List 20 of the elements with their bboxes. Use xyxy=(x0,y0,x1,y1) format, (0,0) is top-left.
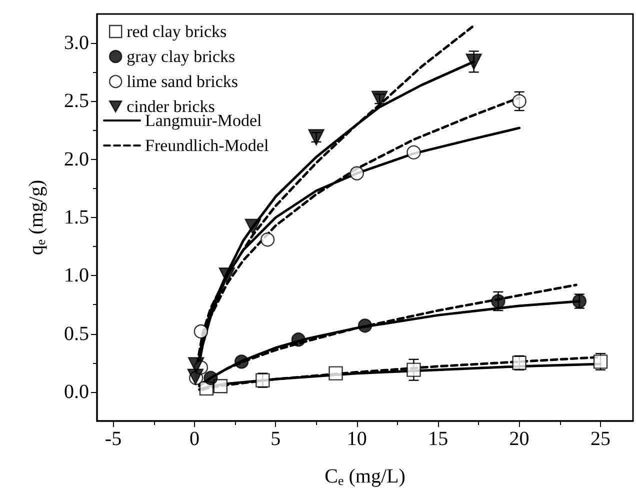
y-tick-label: 3.0 xyxy=(64,32,89,54)
y-tick-label: 0.5 xyxy=(64,322,89,345)
y-tick-label: 1.0 xyxy=(64,264,89,287)
legend-label: red clay bricks xyxy=(126,22,227,41)
legend-label: gray clay bricks xyxy=(126,47,236,66)
x-tick-label: 20 xyxy=(509,428,530,450)
y-tick-label: 2.5 xyxy=(64,90,89,112)
x-tick-label: 5 xyxy=(270,428,281,450)
legend-label: lime sand bricks xyxy=(126,72,238,91)
y-tick-label: 2.0 xyxy=(64,148,89,170)
x-tick-label: 10 xyxy=(346,428,367,450)
y-axis-title: qe (mg/g) xyxy=(26,180,48,256)
x-tick-label: 15 xyxy=(428,428,448,450)
y-tick-label: 0.0 xyxy=(64,380,89,403)
x-tick-label: 0 xyxy=(189,428,200,450)
x-tick-label: -5 xyxy=(104,428,122,450)
y-tick-label: 1.5 xyxy=(64,206,89,228)
x-tick-label: 25 xyxy=(590,428,611,450)
legend-label: Freundlich-Model xyxy=(145,136,269,155)
x-axis-title: Ce (mg/L) xyxy=(324,466,406,488)
